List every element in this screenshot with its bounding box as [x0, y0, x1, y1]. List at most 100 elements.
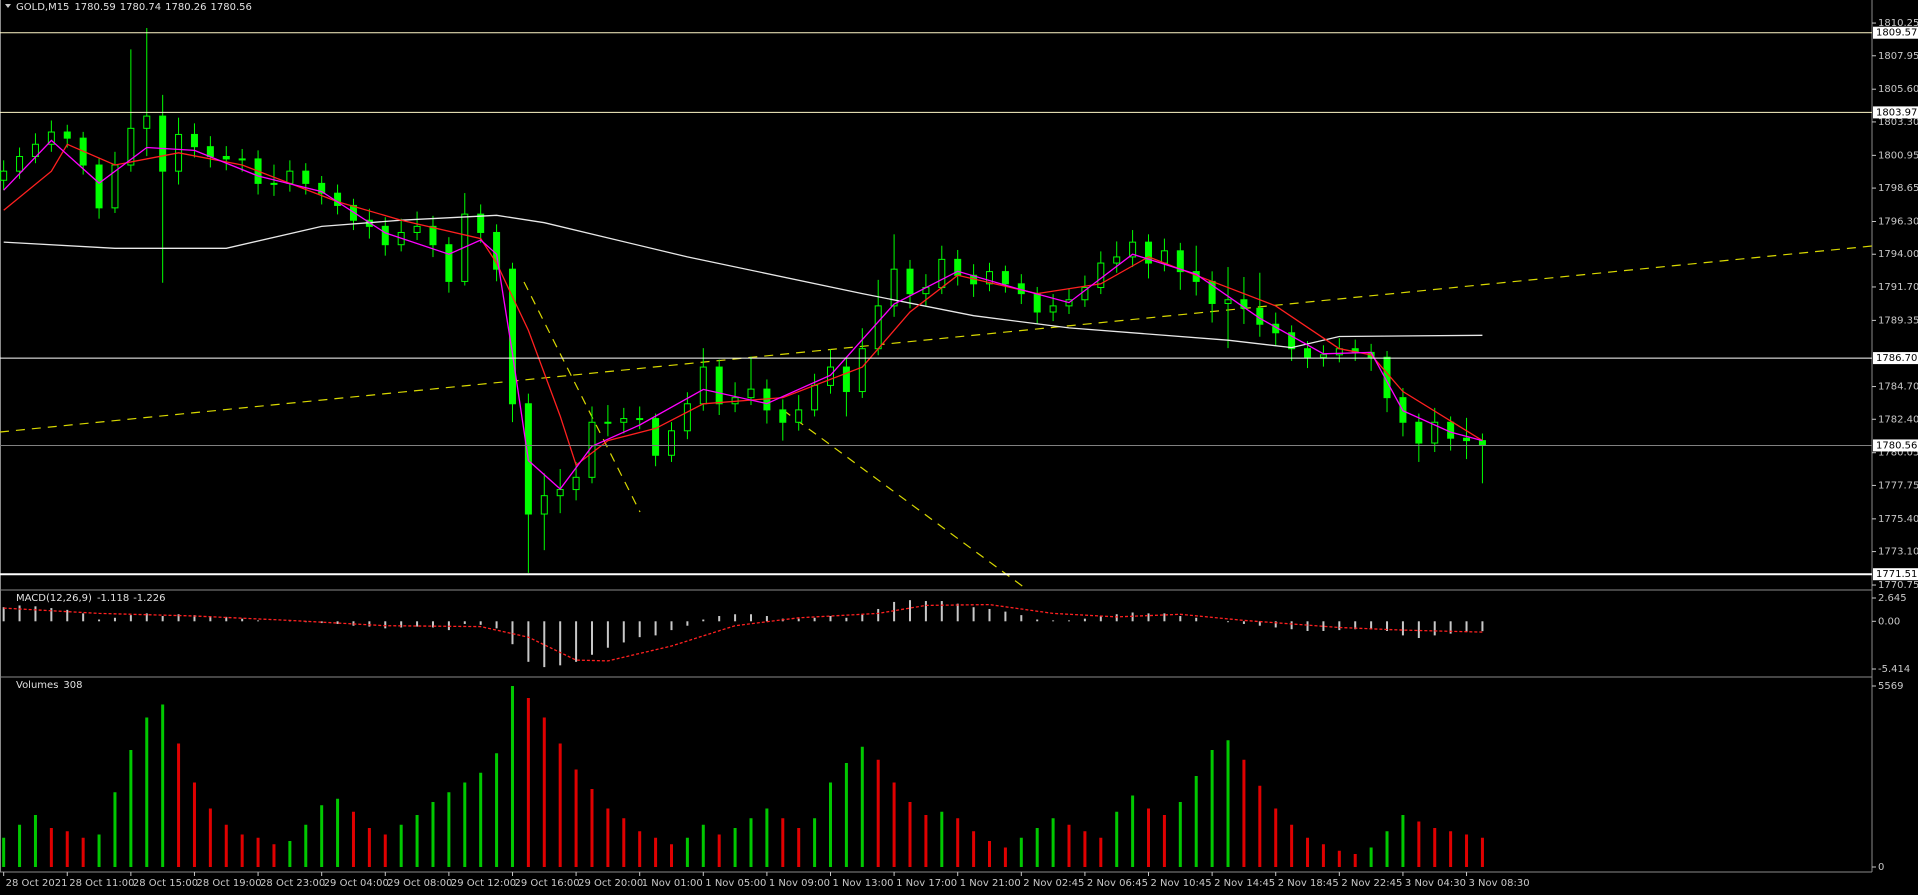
- candle-body: [1415, 421, 1423, 444]
- y-tick-label: 1805.60: [1878, 84, 1918, 95]
- panel-title: Volumes: [16, 680, 58, 691]
- y-tick-label: 1777.75: [1878, 480, 1918, 491]
- level-label-box: [1873, 106, 1918, 119]
- y-tick-label: 0: [1878, 862, 1884, 873]
- x-tick-label: 3 Nov 04:30: [1405, 878, 1466, 889]
- candle-body: [0, 170, 8, 181]
- y-tick-label: 1773.10: [1878, 547, 1918, 558]
- level-label-box: [1873, 568, 1918, 581]
- x-tick-label: 29 Oct 04:00: [324, 878, 389, 889]
- x-tick-label: 1 Nov 17:00: [896, 878, 957, 889]
- x-tick-label: 2 Nov 06:45: [1087, 878, 1148, 889]
- candle-body: [16, 155, 24, 172]
- x-tick-label: 1 Nov 13:00: [832, 878, 893, 889]
- candle-body: [1319, 354, 1327, 358]
- panel-quote: -1.226: [133, 593, 165, 604]
- candle-body: [1224, 299, 1232, 304]
- y-tick-label: 1791.70: [1878, 282, 1918, 293]
- candle-body: [890, 268, 898, 307]
- candle-body: [540, 495, 548, 515]
- candle-body: [270, 182, 278, 185]
- x-tick-label: 1 Nov 09:00: [769, 878, 830, 889]
- x-tick-label: 28 Oct 2021: [6, 878, 68, 889]
- panel-quote: 1780.26: [165, 2, 206, 13]
- candle-body: [556, 489, 564, 497]
- candle-body: [127, 127, 135, 166]
- y-tick-label: 1796.30: [1878, 217, 1918, 228]
- candle-body: [1081, 287, 1089, 301]
- candle-body: [1478, 440, 1486, 446]
- candle-body: [143, 115, 151, 129]
- candle-body: [747, 388, 755, 399]
- candle-body: [63, 131, 71, 139]
- level-label: 1771.51: [1876, 569, 1917, 580]
- y-tick-label: 1800.95: [1878, 150, 1918, 161]
- y-tick-label: 1782.40: [1878, 414, 1918, 425]
- candle-body: [652, 418, 660, 456]
- candle-body: [47, 131, 55, 145]
- candle-body: [1463, 437, 1471, 442]
- panel-quote: 1780.74: [120, 2, 161, 13]
- panel-title: MACD(12,26,9): [16, 593, 92, 604]
- x-tick-label: 2 Nov 02:45: [1023, 878, 1084, 889]
- panel-title: GOLD,M15: [16, 2, 69, 13]
- candle-body: [938, 258, 946, 289]
- x-tick-label: 1 Nov 05:00: [705, 878, 766, 889]
- level-label-box: [1873, 26, 1918, 39]
- x-tick-label: 28 Oct 23:00: [260, 878, 325, 889]
- candle-body: [795, 409, 803, 423]
- y-tick-label: 1789.35: [1878, 315, 1918, 326]
- y-tick-label: -5.414: [1878, 664, 1910, 675]
- candle-body: [683, 403, 691, 432]
- dropdown-icon[interactable]: [5, 4, 11, 8]
- candle-body: [1240, 299, 1248, 309]
- candle-body: [1160, 250, 1168, 264]
- x-tick-label: 1 Nov 01:00: [642, 878, 703, 889]
- x-tick-label: 28 Oct 11:00: [69, 878, 134, 889]
- level-label: 1780.56: [1876, 440, 1917, 451]
- level-label: 1786.70: [1876, 353, 1917, 364]
- macd-signal: [3, 603, 1483, 662]
- candle-body: [1447, 421, 1455, 439]
- candle-body: [906, 268, 914, 295]
- candle-body: [779, 409, 787, 423]
- candle-body: [1145, 241, 1153, 264]
- candle-body: [667, 430, 675, 456]
- level-label-box: [1873, 352, 1918, 365]
- x-tick-label: 2 Nov 10:45: [1151, 878, 1212, 889]
- candle-body: [636, 418, 644, 421]
- candle-body: [620, 418, 628, 423]
- candle-body: [95, 164, 103, 209]
- panel-quote: 308: [63, 680, 82, 691]
- candle-body: [1129, 241, 1137, 258]
- panel-quote: 1780.59: [74, 2, 115, 13]
- candle-body: [159, 115, 167, 172]
- x-tick-label: 29 Oct 16:00: [514, 878, 579, 889]
- trend-line: [523, 281, 641, 513]
- candle-body: [874, 305, 882, 350]
- candle-body: [302, 170, 310, 184]
- candle-body: [842, 366, 850, 393]
- candle-body: [238, 158, 246, 161]
- candle-body: [429, 225, 437, 246]
- candle-body: [1288, 332, 1296, 350]
- y-tick-label: 1803.30: [1878, 117, 1918, 128]
- x-tick-label: 29 Oct 08:00: [387, 878, 452, 889]
- moving-average: [3, 214, 1483, 349]
- y-tick-label: 1794.00: [1878, 249, 1918, 260]
- candle-body: [286, 170, 294, 184]
- candle-body: [318, 182, 326, 194]
- panel-quote: -1.118: [97, 593, 129, 604]
- candle-body: [1176, 250, 1184, 273]
- trend-line: [782, 409, 1026, 589]
- y-tick-label: 0.00: [1878, 616, 1900, 627]
- y-tick-label: 1770.75: [1878, 580, 1918, 591]
- panel-quote: 1780.56: [211, 2, 252, 13]
- y-tick-label: 1807.95: [1878, 51, 1918, 62]
- x-tick-label: 2 Nov 14:45: [1214, 878, 1275, 889]
- y-tick-label: 1780.05: [1878, 448, 1918, 459]
- level-label: 1809.57: [1876, 28, 1917, 39]
